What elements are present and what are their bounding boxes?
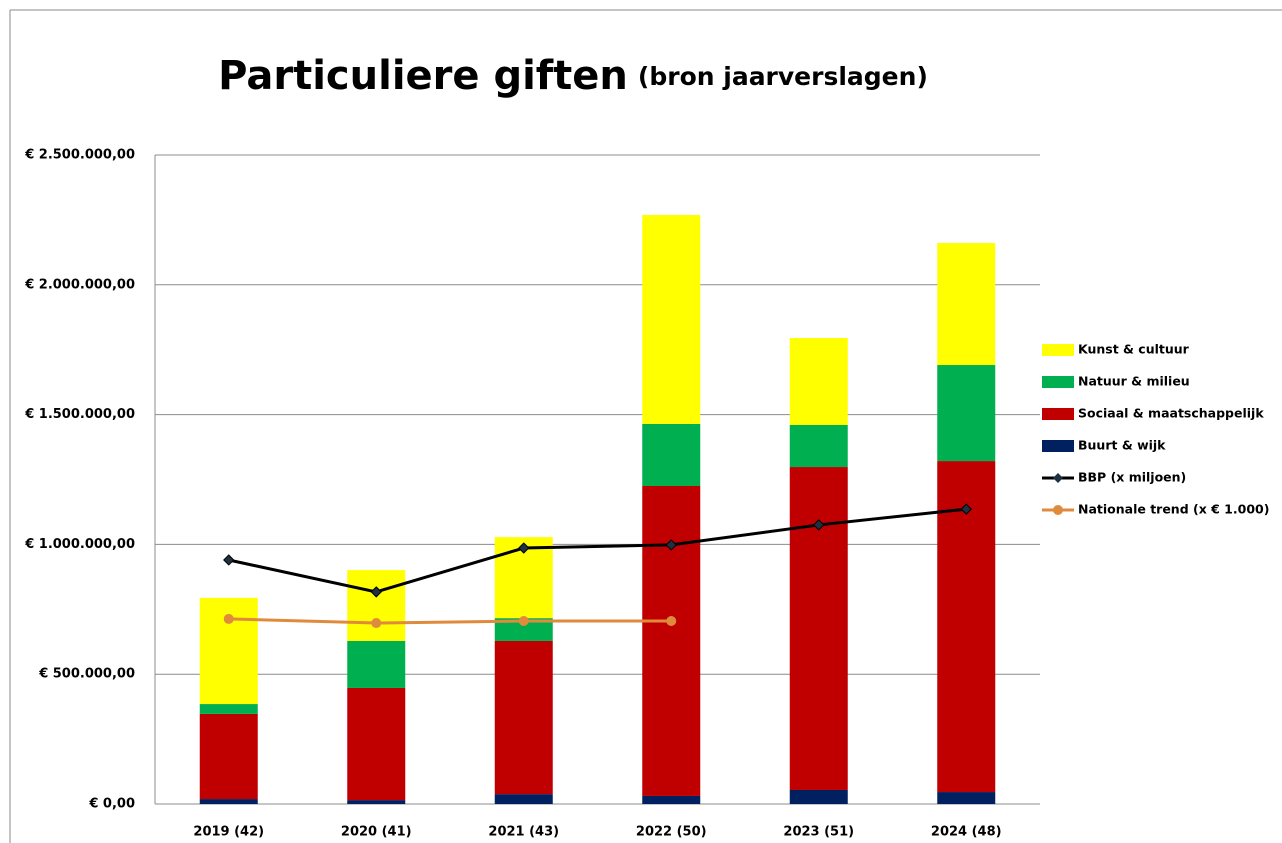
x-tick-label: 2024 (48) <box>931 825 1002 840</box>
x-tick-label: 2023 (51) <box>783 825 854 840</box>
bar-segment <box>789 424 848 468</box>
bar-segment <box>642 214 701 424</box>
line-marker <box>813 519 825 531</box>
bar-segment <box>347 800 406 804</box>
bar-segment <box>937 365 996 462</box>
chart-subtitle: (bron jaarverslagen) <box>638 62 928 91</box>
y-tick-label: € 2.000.000,00 <box>24 277 135 292</box>
line-marker <box>518 542 530 554</box>
legend-swatch <box>1042 376 1074 388</box>
legend-label: Nationale trend (x € 1.000) <box>1078 502 1269 517</box>
bar-segment <box>494 618 553 641</box>
line-marker <box>666 615 677 626</box>
y-tick-label: € 2.500.000,00 <box>24 148 135 163</box>
x-tick-label: 2022 (50) <box>636 825 707 840</box>
legend-label: Kunst & cultuur <box>1078 342 1190 357</box>
line <box>228 617 672 625</box>
y-tick-label: € 0,00 <box>88 797 135 812</box>
line-marker <box>960 503 972 515</box>
bar-segment <box>937 461 996 793</box>
bar-segment <box>347 640 406 688</box>
bar-segment <box>937 792 996 804</box>
chart-title-group: Particuliere giften (bron jaarverslagen) <box>218 53 928 99</box>
legend-label: Sociaal & maatschappelijk <box>1078 406 1264 421</box>
line-marker <box>223 554 235 566</box>
legend-marker <box>1053 473 1063 483</box>
bar-segment <box>937 243 996 366</box>
x-tick-label: 2019 (42) <box>193 825 264 840</box>
chart-title: Particuliere giften <box>218 53 628 99</box>
bar-segment <box>642 485 701 796</box>
legend-swatch <box>1042 408 1074 420</box>
bar-segment <box>494 794 553 804</box>
legend-label: Buurt & wijk <box>1078 438 1166 453</box>
y-tick-label: € 1.000.000,00 <box>24 537 135 552</box>
line-marker <box>518 615 529 626</box>
bar-segment <box>642 423 701 486</box>
y-tick-label: € 1.500.000,00 <box>24 407 135 422</box>
line-marker <box>665 539 677 551</box>
bar-segment <box>199 713 258 800</box>
bar-segment <box>199 799 258 804</box>
bar-segment <box>347 687 406 801</box>
bar-segment <box>789 338 848 425</box>
line-marker <box>371 618 382 629</box>
legend-swatch <box>1042 344 1074 356</box>
y-tick-label: € 500.000,00 <box>38 667 135 682</box>
legend-label: Natuur & milieu <box>1078 374 1190 389</box>
bar-segment <box>199 704 258 714</box>
line-marker <box>370 586 382 598</box>
line <box>228 507 967 594</box>
bar-segment <box>642 795 701 804</box>
bar-segment <box>789 467 848 790</box>
legend-marker <box>1053 505 1063 515</box>
legend-swatch <box>1042 440 1074 452</box>
x-tick-label: 2020 (41) <box>341 825 412 840</box>
legend-label: BBP (x miljoen) <box>1078 470 1186 485</box>
x-tick-label: 2021 (43) <box>488 825 559 840</box>
line-marker <box>223 613 234 624</box>
bar-segment <box>494 640 553 795</box>
bar-segment <box>199 597 258 705</box>
bar-segment <box>789 789 848 804</box>
bar-segment <box>347 570 406 641</box>
